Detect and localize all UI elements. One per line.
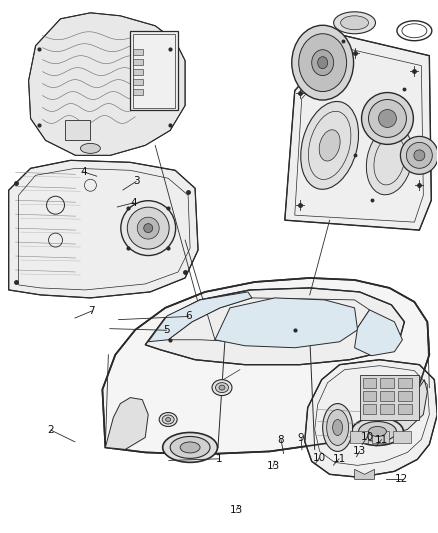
Ellipse shape [212, 379, 232, 395]
Ellipse shape [366, 126, 413, 195]
Ellipse shape [319, 130, 340, 161]
Polygon shape [106, 398, 148, 449]
Bar [66, 120, 90, 140]
Ellipse shape [414, 150, 425, 161]
Ellipse shape [368, 426, 386, 437]
Ellipse shape [368, 100, 406, 138]
Ellipse shape [215, 383, 229, 393]
Text: 4: 4 [131, 198, 137, 208]
Polygon shape [9, 160, 198, 298]
Bar [381, 391, 395, 401]
Ellipse shape [323, 403, 353, 451]
Bar [133, 78, 143, 85]
Text: 4: 4 [80, 167, 87, 177]
Ellipse shape [318, 56, 328, 69]
Ellipse shape [144, 224, 153, 232]
Text: 13: 13 [230, 505, 243, 515]
Ellipse shape [332, 419, 343, 435]
Polygon shape [102, 278, 429, 455]
Polygon shape [215, 298, 357, 348]
Bar [360, 375, 419, 419]
Polygon shape [305, 360, 437, 478]
Ellipse shape [299, 34, 346, 92]
Text: 13: 13 [353, 447, 366, 456]
Bar [350, 432, 367, 443]
Ellipse shape [327, 409, 349, 446]
Polygon shape [355, 470, 374, 479]
Ellipse shape [162, 432, 218, 462]
Ellipse shape [352, 417, 403, 446]
Polygon shape [145, 288, 404, 365]
Text: 13: 13 [266, 461, 280, 471]
Polygon shape [285, 36, 431, 230]
Polygon shape [385, 379, 427, 434]
Ellipse shape [219, 385, 225, 390]
Text: 5: 5 [163, 325, 170, 335]
Bar [130, 31, 178, 110]
Ellipse shape [127, 207, 169, 249]
Ellipse shape [121, 201, 176, 255]
Bar [393, 432, 411, 443]
Bar [399, 391, 413, 401]
Text: 10: 10 [361, 432, 374, 441]
Ellipse shape [312, 50, 334, 76]
Bar [399, 403, 413, 414]
Ellipse shape [400, 136, 438, 174]
Ellipse shape [81, 143, 100, 154]
Bar [399, 378, 413, 387]
Polygon shape [148, 292, 252, 342]
Ellipse shape [162, 415, 174, 424]
Text: 3: 3 [133, 176, 139, 187]
Bar [363, 403, 377, 414]
Ellipse shape [301, 101, 359, 189]
Ellipse shape [378, 109, 396, 127]
Ellipse shape [359, 422, 396, 441]
Ellipse shape [170, 437, 210, 458]
Ellipse shape [180, 442, 200, 453]
Text: 11: 11 [375, 435, 388, 445]
Bar [133, 69, 143, 75]
Bar [363, 391, 377, 401]
Ellipse shape [334, 12, 375, 34]
Text: 11: 11 [332, 454, 346, 464]
Bar [371, 432, 389, 443]
Ellipse shape [341, 16, 368, 30]
Bar [133, 49, 143, 55]
Text: 10: 10 [313, 453, 326, 463]
Bar [381, 378, 395, 387]
Ellipse shape [361, 93, 413, 144]
Ellipse shape [292, 25, 353, 100]
Bar [363, 378, 377, 387]
Text: 2: 2 [48, 425, 54, 435]
Ellipse shape [159, 413, 177, 426]
Bar [381, 403, 395, 414]
Bar [133, 34, 175, 108]
Text: 12: 12 [395, 474, 408, 484]
Polygon shape [355, 310, 403, 356]
Text: 8: 8 [278, 435, 284, 445]
Text: 6: 6 [185, 311, 192, 321]
Bar [133, 88, 143, 94]
Ellipse shape [166, 417, 171, 422]
Text: 1: 1 [215, 454, 223, 464]
Ellipse shape [137, 217, 159, 239]
Text: 9: 9 [298, 433, 304, 442]
Bar [133, 59, 143, 64]
Text: 7: 7 [88, 306, 95, 316]
Ellipse shape [406, 142, 432, 168]
Polygon shape [28, 13, 185, 155]
